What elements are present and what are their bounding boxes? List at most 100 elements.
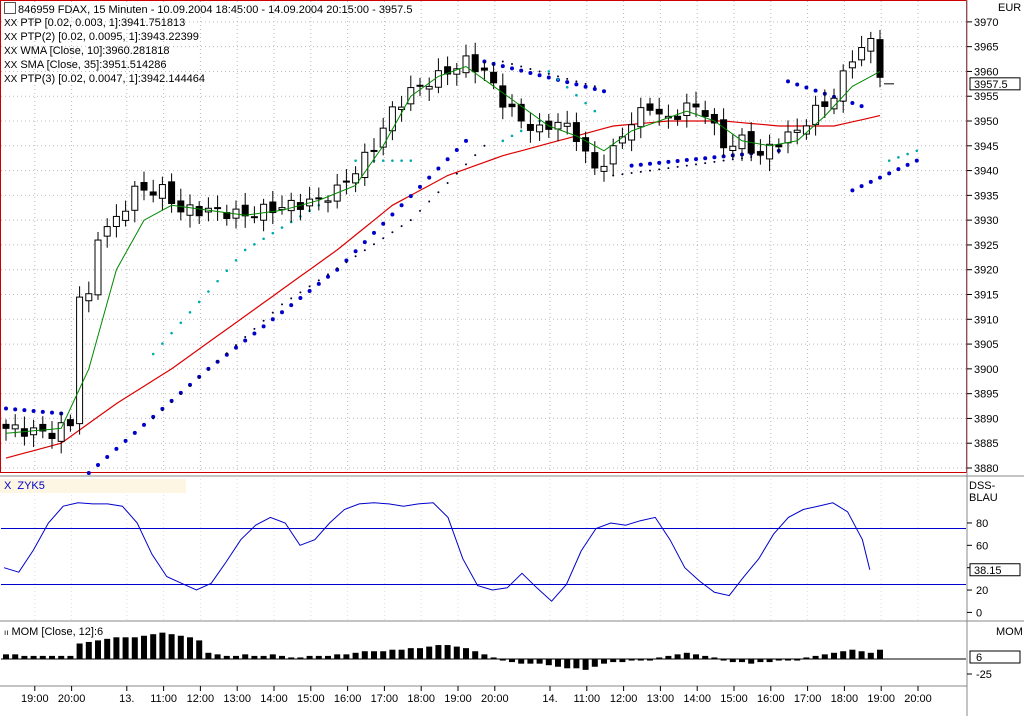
ptp-dot-ptp [464, 138, 468, 143]
legend-ptp[interactable]: XX PTP [0.02, 0.003, 1]:3941.751813 [4, 16, 185, 31]
price-tick-label: 3885 [974, 438, 998, 450]
ptp-dot-ptp2 [207, 290, 210, 293]
time-tick-label: 15:00 [720, 693, 748, 705]
candle [296, 193, 304, 221]
momentum-title: MOM [Close, 12]:6 [11, 626, 104, 638]
ptp-dot-ptp2 [400, 159, 403, 162]
legend-ptp2[interactable]: XX PTP(2) [0.02, 0.0095, 1]:3943.22399 [4, 30, 199, 45]
ptp-dot-ptp3 [345, 261, 348, 264]
candle [195, 201, 203, 224]
candle [76, 286, 84, 435]
mom-bar [177, 635, 184, 659]
ptp-dot-ptp3 [501, 60, 504, 63]
candle-body [536, 124, 544, 133]
ptp-dot-ptp [583, 84, 588, 89]
ptp-dot-ptp [335, 267, 340, 272]
mom-bar [435, 645, 442, 659]
legend-ptp-text: PTP [0.02, 0.003, 1]:3941.751813 [20, 17, 186, 29]
ptp-segment-ptp [4, 406, 64, 416]
candle [342, 169, 350, 195]
ptp-dot-ptp3 [658, 168, 661, 171]
legend-wma-text: WMA [Close, 10]:3960.281818 [20, 45, 170, 57]
candle [876, 30, 884, 88]
oscillator-legend[interactable]: X ZYK5 [0, 479, 186, 493]
legend-sma[interactable]: XX SMA [Close, 35]:3951.514286 [4, 58, 167, 73]
mom-bar [361, 651, 368, 659]
ptp-dot-ptp3 [400, 225, 403, 228]
ptp-dot-ptp [859, 104, 864, 109]
candle [480, 60, 488, 82]
mom-bar [122, 637, 129, 659]
candle [416, 77, 424, 97]
time-tick-label: 16:00 [757, 693, 785, 705]
ptp-dot-ptp [445, 157, 450, 162]
mom-bar [426, 646, 433, 659]
ptp-dot-ptp3 [483, 144, 486, 147]
candle-body [710, 113, 718, 124]
ptp-dot-ptp3 [557, 75, 559, 78]
mom-bar [812, 655, 819, 659]
candle [821, 89, 829, 118]
mom-bar [306, 655, 313, 659]
candle [793, 118, 801, 145]
price-tick-label: 3890 [974, 413, 998, 425]
candle [582, 131, 590, 164]
ptp-dot-ptp3 [695, 163, 697, 166]
mom-bar [269, 654, 276, 659]
candle [729, 134, 737, 160]
ptp-dot-ptp [252, 331, 257, 336]
mom-bar [490, 657, 497, 659]
candle-body [48, 432, 56, 440]
mom-bar [205, 652, 212, 659]
price-tick-label: 3915 [974, 290, 998, 302]
candle [388, 101, 396, 141]
ptp-dot-ptp3 [649, 169, 651, 172]
ptp-dot-ptp3 [465, 163, 467, 166]
candle [324, 195, 332, 213]
mom-bar [113, 637, 120, 659]
candle [204, 197, 212, 222]
momentum-legend[interactable]: ıı MOM [Close, 12]:6 [4, 625, 103, 640]
ptp-dot-ptp [316, 281, 321, 286]
time-tick-label: 14:00 [683, 693, 711, 705]
oscillator-axis-label: DSS-BLAU [969, 480, 998, 504]
ptp-dot-ptp [151, 414, 156, 419]
time-tick-label: 14:00 [260, 693, 288, 705]
time-tick-label: 15:00 [297, 693, 325, 705]
ptp-dot-ptp3 [575, 80, 578, 83]
ptp-dot-ptp [565, 80, 570, 85]
mom-bar [380, 651, 387, 659]
candle-body [499, 85, 507, 108]
candle-body [425, 85, 433, 90]
mom-bar [656, 657, 663, 659]
mom-bar [849, 649, 856, 659]
ptp-dot-ptp2 [519, 129, 523, 133]
candle [508, 94, 516, 117]
ptp-dot-ptp3 [538, 70, 541, 73]
candle-body [57, 422, 65, 442]
mom-bar [628, 659, 635, 661]
candle-body [131, 185, 139, 211]
osc-last-label: 38.15 [974, 565, 1002, 577]
ptp-dot-ptp [372, 230, 376, 235]
candle [554, 113, 562, 142]
ptp-dot-ptp [813, 88, 818, 93]
ptp-dot-ptp [786, 79, 790, 84]
ptp-dot-ptp3 [428, 200, 431, 203]
legend-ptp3[interactable]: XX PTP(3) [0.02, 0.0047, 1]:3942.144464 [4, 72, 205, 87]
candle-body [582, 137, 590, 152]
legend-wma[interactable]: XX WMA [Close, 10]:3960.281818 [4, 44, 170, 59]
ptp-dot-ptp [703, 156, 708, 161]
ptp-dot-ptp3 [419, 209, 421, 212]
candle [352, 166, 360, 193]
mom-bar [683, 652, 690, 659]
mom-bar [242, 654, 249, 659]
ptp-dot-ptp [289, 303, 294, 308]
ptp-dot-ptp [657, 160, 662, 165]
ptp-dot-ptp3 [474, 154, 477, 157]
candles [2, 30, 884, 454]
mom-bar [223, 655, 230, 659]
candle-body [793, 129, 801, 133]
ptp-dot-ptp3 [382, 237, 385, 240]
ptp-dot-ptp3 [639, 170, 642, 173]
